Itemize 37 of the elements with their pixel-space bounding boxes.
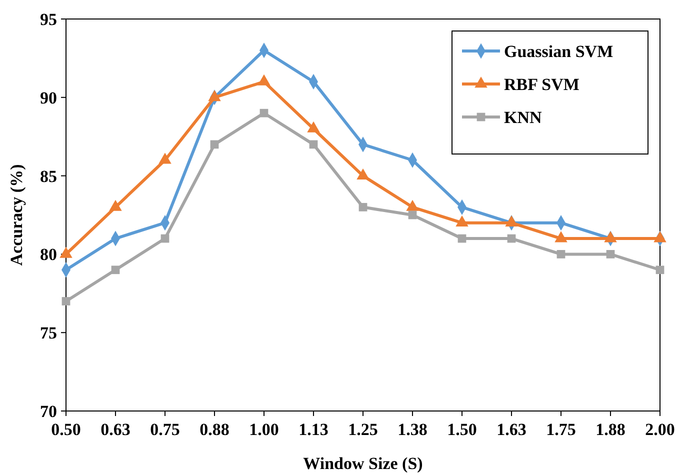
x-tick-label: 1.00 — [249, 420, 279, 439]
point — [210, 140, 219, 149]
y-tick-label: 70 — [40, 402, 57, 421]
point — [358, 202, 368, 212]
x-tick-label: 1.38 — [398, 420, 428, 439]
x-axis-title: Window Size (S) — [303, 454, 423, 473]
point — [507, 234, 516, 243]
x-tick-label: 0.75 — [150, 420, 180, 439]
point — [556, 250, 566, 258]
point — [309, 140, 318, 149]
x-tick-label: 1.25 — [348, 420, 378, 439]
point — [260, 108, 268, 118]
point — [62, 297, 70, 306]
point — [408, 210, 417, 220]
x-tick-label: 1.13 — [298, 420, 328, 439]
x-tick-label: 2.00 — [645, 420, 675, 439]
x-tick-label: 0.50 — [51, 420, 81, 439]
x-tick-label: 0.63 — [100, 420, 130, 439]
x-tick-label: 1.88 — [596, 420, 626, 439]
x-tick-label: 1.50 — [447, 420, 477, 439]
point — [606, 250, 615, 258]
y-tick-label: 95 — [40, 10, 57, 29]
point — [111, 266, 120, 274]
point — [160, 234, 170, 243]
y-tick-label: 85 — [40, 166, 57, 186]
y-tick-label: 75 — [40, 324, 57, 343]
y-tick-label: 90 — [40, 88, 57, 108]
legend-label: Guassian SVM — [504, 42, 614, 61]
y-tick-label: 80 — [40, 245, 57, 264]
x-tick-label: 0.88 — [200, 420, 230, 439]
point — [458, 234, 466, 243]
legend-label: KNN — [504, 108, 542, 127]
y-axis-title: Accuracy (%) — [7, 164, 26, 266]
x-tick-label: 1.63 — [496, 420, 526, 439]
legend-label: RBF SVM — [504, 74, 580, 94]
x-tick-label: 1.75 — [546, 420, 576, 439]
point — [656, 266, 664, 274]
